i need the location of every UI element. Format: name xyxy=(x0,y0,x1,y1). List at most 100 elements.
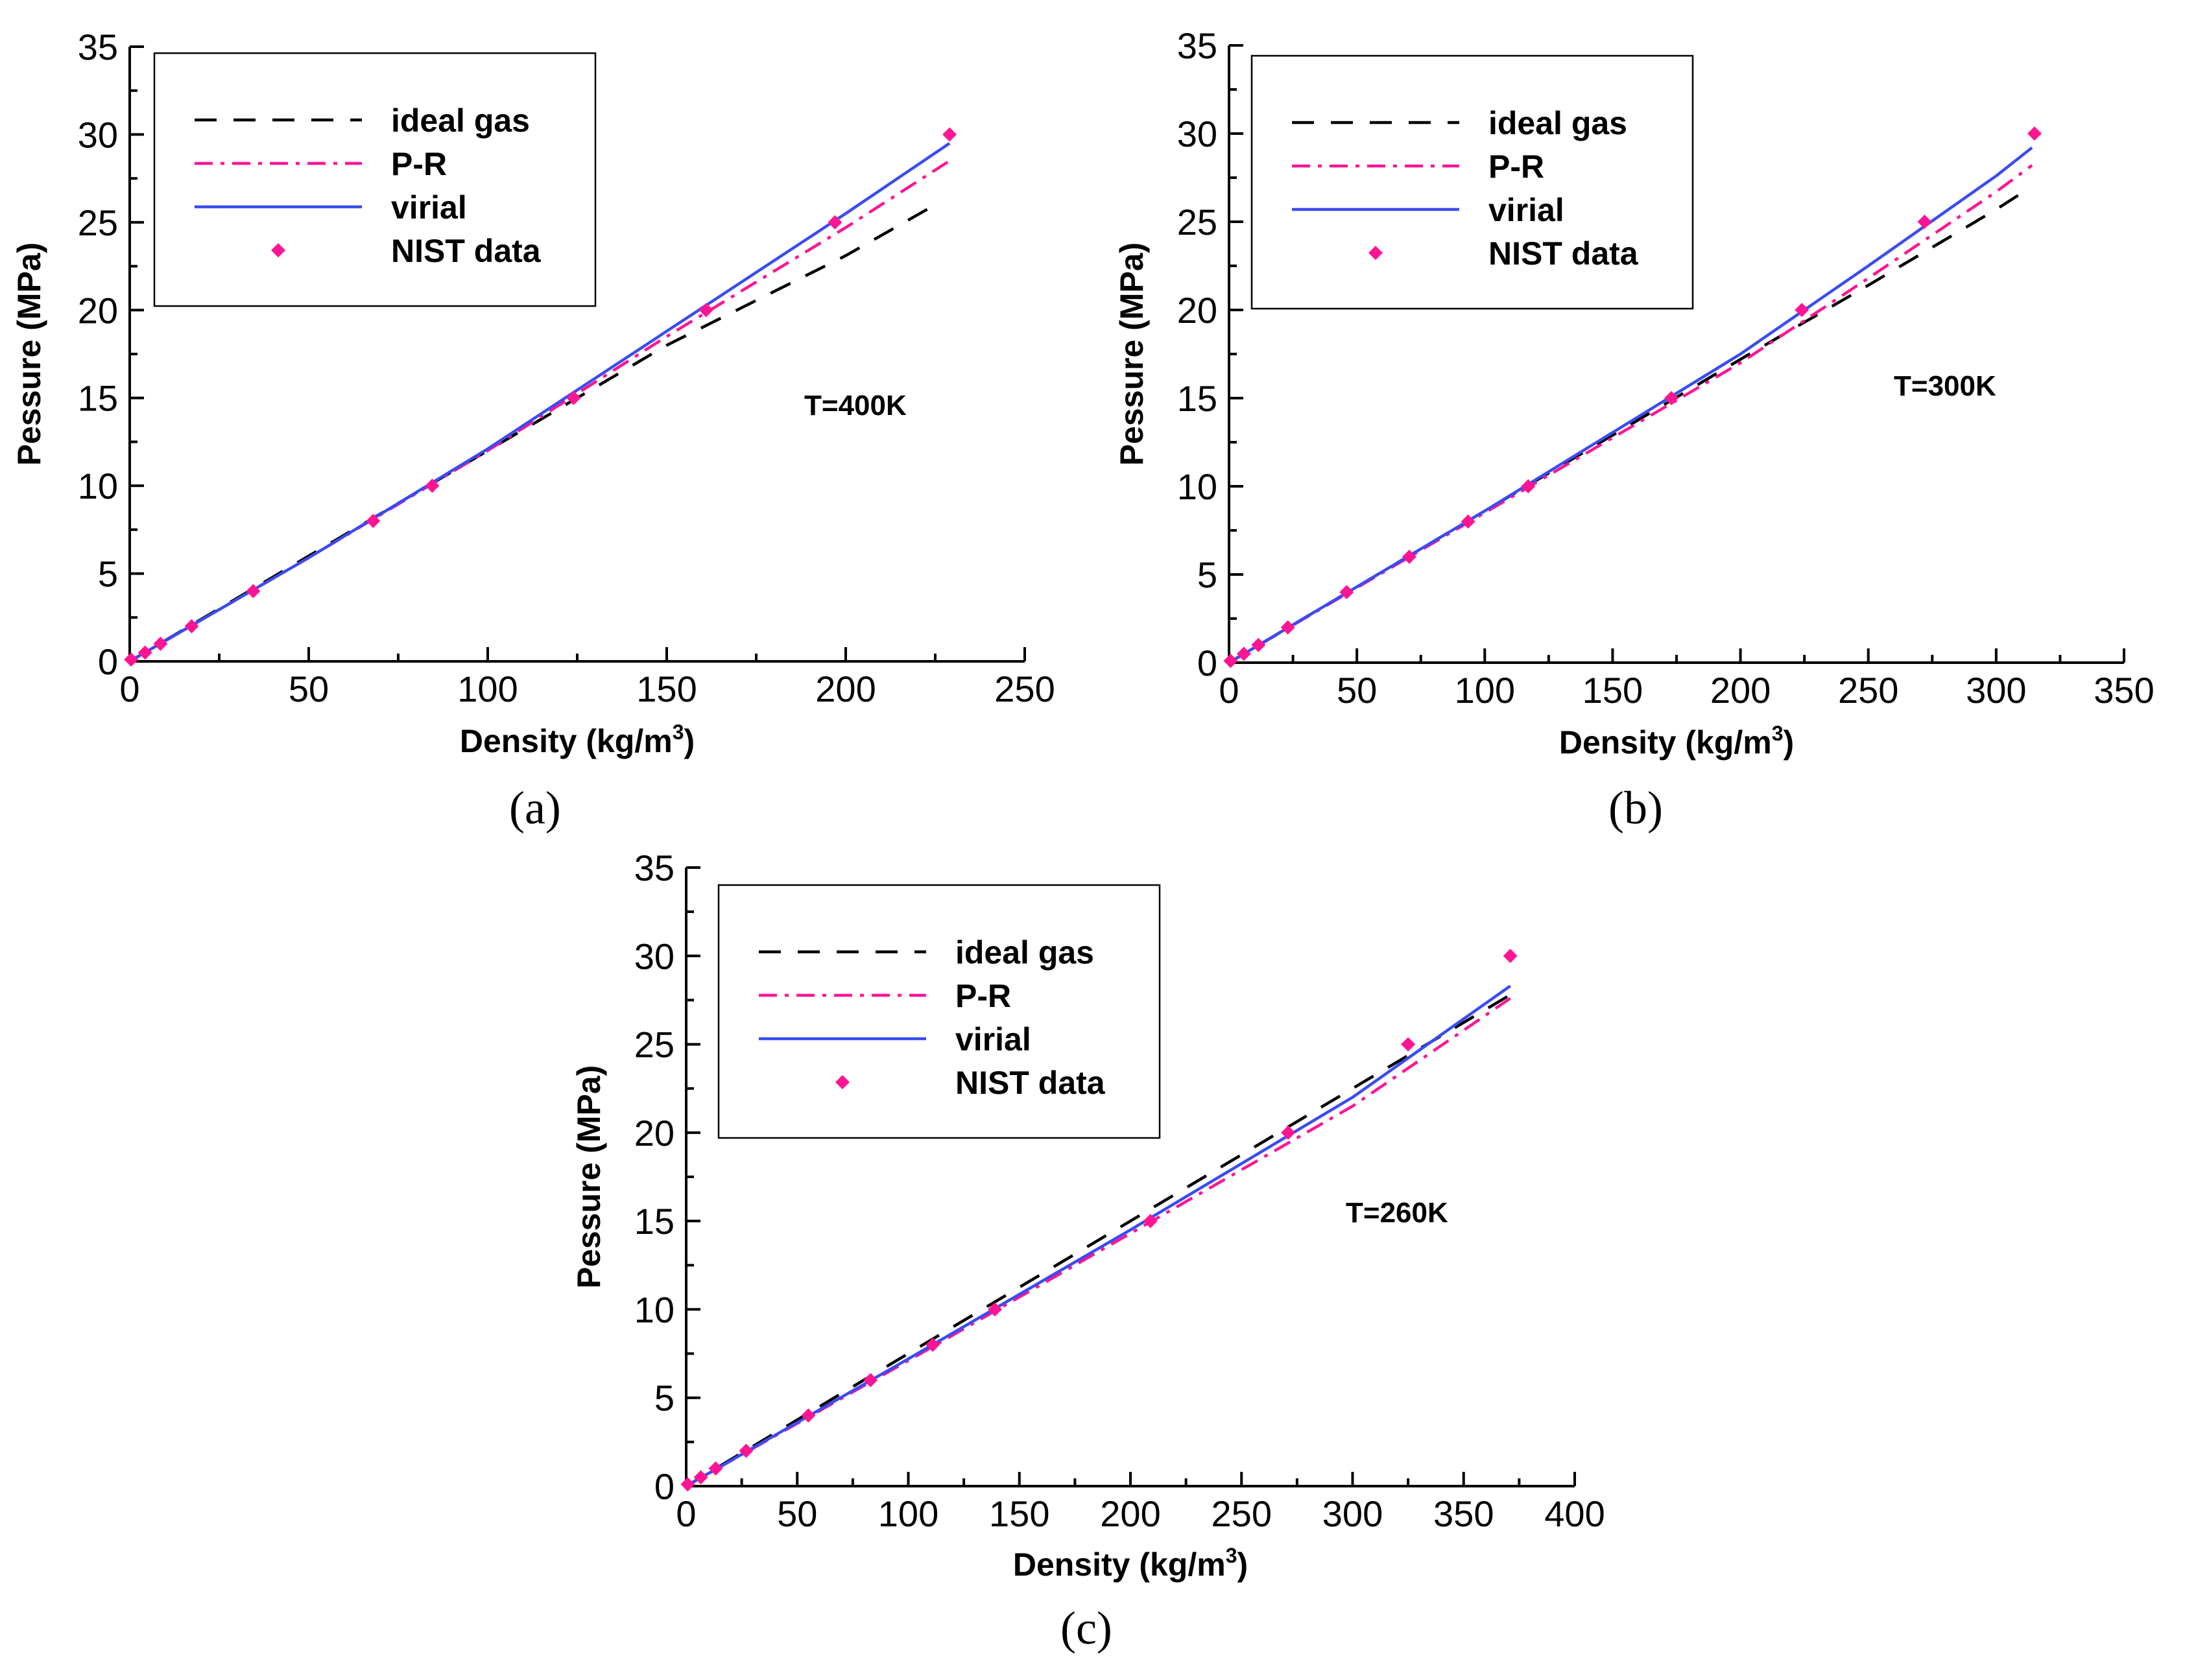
y-tick-label-c: 5 xyxy=(654,1378,675,1419)
nist-point-b xyxy=(1461,514,1475,529)
legend-label-b: NIST data xyxy=(1488,235,1639,272)
x-tick-label-a: 150 xyxy=(636,668,697,709)
nist-point-a xyxy=(942,127,957,142)
x-tick-label-c: 400 xyxy=(1544,1493,1605,1534)
nist-point-b xyxy=(1795,303,1809,317)
x-tick-label-c: 250 xyxy=(1212,1493,1272,1534)
y-tick-label-c: 0 xyxy=(654,1466,675,1507)
y-tick-label-a: 35 xyxy=(78,27,118,67)
temperature-annotation-a: T=400K xyxy=(804,390,907,421)
y-axis-title-c: Pessure (MPa) xyxy=(571,1065,607,1289)
x-axis-title-b: Density (kg/m3) xyxy=(1559,722,1794,761)
x-tick-label-c: 50 xyxy=(777,1493,817,1534)
y-tick-label-c: 25 xyxy=(634,1024,675,1065)
nist-point-a xyxy=(366,514,381,528)
x-tick-label-b: 200 xyxy=(1710,670,1771,711)
nist-point-c xyxy=(1281,1125,1296,1140)
y-tick-label-b: 10 xyxy=(1177,466,1217,507)
y-tick-label-c: 10 xyxy=(634,1289,675,1330)
x-tick-label-c: 200 xyxy=(1100,1493,1160,1534)
y-tick-label-b: 15 xyxy=(1177,378,1217,419)
nist-point-c xyxy=(801,1408,816,1423)
y-tick-label-b: 35 xyxy=(1177,25,1217,66)
legend-box-c xyxy=(717,884,1161,1139)
legend-marker-nist-b xyxy=(1368,246,1383,260)
y-tick-label-c: 30 xyxy=(634,936,675,976)
legend-box-b xyxy=(1250,54,1694,310)
y-tick-label-b: 5 xyxy=(1197,554,1217,595)
panel-label-b: (b) xyxy=(1608,782,1663,834)
y-tick-label-a: 20 xyxy=(78,290,118,331)
nist-point-c xyxy=(925,1337,940,1352)
y-tick-label-b: 25 xyxy=(1177,202,1217,243)
nist-point-c xyxy=(680,1477,695,1492)
nist-point-b xyxy=(1251,637,1266,652)
legend-b: ideal gas P-R virial NIST data xyxy=(1250,54,1694,310)
chart-panel-a: 0 50 100 150 200 250 0 5 10 15 20 25 30 35 Density (kg… xyxy=(0,0,1103,804)
nist-point-c xyxy=(693,1470,708,1485)
x-axis-title-a: Density (kg/m3) xyxy=(460,720,695,759)
x-tick-label-b: 100 xyxy=(1455,670,1515,711)
panel-label-c: (c) xyxy=(1060,1602,1112,1654)
series-line-virial-a xyxy=(128,142,951,663)
y-tick-label-a: 15 xyxy=(78,378,118,419)
nist-point-a xyxy=(153,636,168,651)
nist-point-b xyxy=(1236,646,1251,661)
nist-point-b xyxy=(1280,620,1295,635)
series-line-ideal-gas-c xyxy=(685,993,1511,1487)
nist-point-c xyxy=(1503,949,1518,964)
legend-label-b: ideal gas xyxy=(1488,105,1627,141)
nist-point-c xyxy=(863,1373,878,1388)
y-tick-label-c: 35 xyxy=(634,847,675,888)
legend-label-a: NIST data xyxy=(391,233,542,269)
legend-label-a: P-R xyxy=(391,146,447,182)
series-line-p-r-c xyxy=(685,997,1511,1487)
legend-label-c: virial xyxy=(955,1021,1031,1058)
series-line-p-r-b xyxy=(1228,164,2033,664)
x-tick-label-b: 150 xyxy=(1582,670,1643,711)
x-tick-label-a: 100 xyxy=(457,668,518,709)
nist-point-a xyxy=(246,584,261,598)
x-tick-label-c: 150 xyxy=(989,1493,1049,1534)
nist-point-a xyxy=(184,619,199,633)
nist-point-a xyxy=(425,479,440,493)
y-tick-label-a: 25 xyxy=(78,202,118,243)
y-tick-label-c: 20 xyxy=(634,1113,675,1154)
nist-point-a xyxy=(566,390,581,405)
panel-label-a: (a) xyxy=(509,782,561,834)
x-tick-label-b: 350 xyxy=(2094,670,2154,711)
legend-label-c: NIST data xyxy=(955,1065,1106,1101)
legend-label-b: virial xyxy=(1488,192,1564,228)
temperature-annotation-b: T=300K xyxy=(1894,370,1996,402)
legend-label-a: virial xyxy=(391,189,467,226)
x-tick-label-b: 250 xyxy=(1838,670,1898,711)
nist-point-a xyxy=(828,215,842,230)
nist-point-b xyxy=(1223,654,1238,668)
series-line-virial-c xyxy=(685,984,1511,1487)
y-axis-title-b: Pessure (MPa) xyxy=(1114,243,1150,466)
chart-panel-b: 0 50 100 150 200 250 300 350 0 5 10 15 20 25 30 35 Densi… xyxy=(1103,0,2185,804)
nist-point-b xyxy=(1402,549,1416,564)
temperature-annotation-c: T=260K xyxy=(1346,1197,1448,1229)
nist-point-c xyxy=(988,1302,1003,1317)
y-tick-label-a: 10 xyxy=(78,466,118,506)
legend-c: ideal gas P-R virial NIST data xyxy=(717,884,1161,1139)
x-tick-label-a: 50 xyxy=(289,668,329,709)
nist-point-b xyxy=(1521,479,1536,493)
y-axis-title-a: Pessure (MPa) xyxy=(11,243,47,466)
nist-point-a xyxy=(137,645,152,660)
y-tick-label-a: 5 xyxy=(98,554,118,595)
x-tick-label-b: 50 xyxy=(1337,670,1377,711)
x-tick-label-a: 200 xyxy=(815,668,876,709)
nist-point-b xyxy=(1917,215,1932,229)
y-tick-label-c: 15 xyxy=(634,1201,675,1242)
legend-label-b: P-R xyxy=(1488,148,1544,185)
nist-point-a xyxy=(698,303,713,318)
x-tick-label-a: 0 xyxy=(119,668,139,709)
y-tick-label-a: 0 xyxy=(98,641,118,682)
chart-c-svg: 0 50 100 150 200 250 300 350 400 0 5 10 15 20 25 30 35 De… xyxy=(571,847,1605,1583)
legend-label-c: ideal gas xyxy=(955,934,1094,971)
legend-marker-nist-a xyxy=(271,243,285,257)
y-tick-label-b: 20 xyxy=(1177,290,1217,331)
x-tick-label-a: 250 xyxy=(994,668,1055,709)
